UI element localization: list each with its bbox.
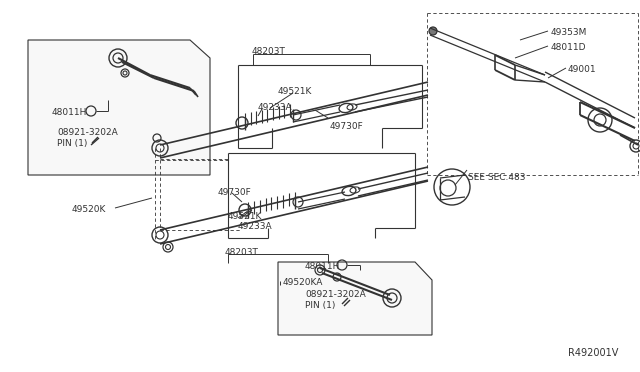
Text: 49730F: 49730F <box>218 188 252 197</box>
Text: 49233A: 49233A <box>238 222 273 231</box>
Text: 49520KA: 49520KA <box>283 278 323 287</box>
Polygon shape <box>28 40 210 175</box>
Text: 49521K: 49521K <box>228 212 262 221</box>
Text: SEE SEC.483: SEE SEC.483 <box>468 173 525 182</box>
Text: 08921-3202A: 08921-3202A <box>57 128 118 137</box>
Text: 49730F: 49730F <box>330 122 364 131</box>
Text: 49521K: 49521K <box>278 87 312 96</box>
Circle shape <box>429 27 437 35</box>
Text: 48203T: 48203T <box>252 47 286 56</box>
Text: R492001V: R492001V <box>568 348 618 358</box>
Text: 48011H: 48011H <box>305 262 340 271</box>
Text: 48011D: 48011D <box>551 43 586 52</box>
Text: PIN (1): PIN (1) <box>57 139 88 148</box>
Text: 49353M: 49353M <box>551 28 588 37</box>
Text: 48011H: 48011H <box>52 108 88 117</box>
Polygon shape <box>278 262 432 335</box>
Text: 48203T: 48203T <box>225 248 259 257</box>
Text: 49001: 49001 <box>568 65 596 74</box>
Text: 49520K: 49520K <box>72 205 106 214</box>
Text: PIN (1): PIN (1) <box>305 301 335 310</box>
Text: 49233A: 49233A <box>258 103 292 112</box>
Text: 08921-3202A: 08921-3202A <box>305 290 365 299</box>
